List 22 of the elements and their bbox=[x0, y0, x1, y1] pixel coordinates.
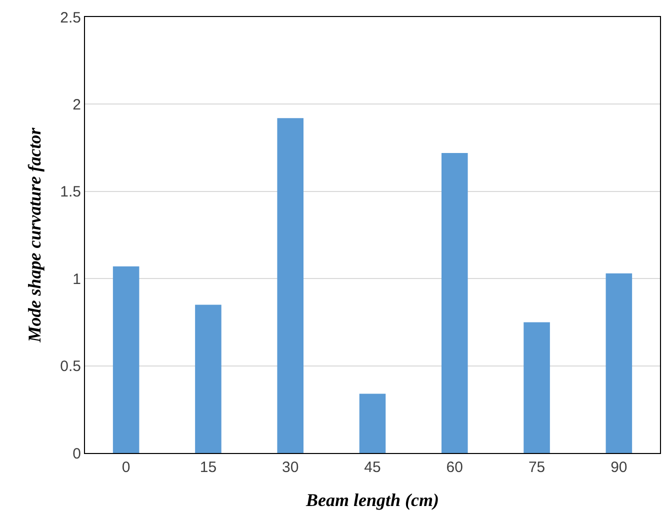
bar bbox=[359, 394, 386, 453]
y-tick-label: 1 bbox=[72, 270, 81, 288]
x-tick-label: 0 bbox=[122, 459, 130, 476]
x-tick-label: 75 bbox=[528, 459, 546, 476]
x-axis-title: Beam length (cm) bbox=[305, 490, 439, 510]
y-tick-label: 1.5 bbox=[60, 184, 81, 201]
y-tick-label: 2.5 bbox=[60, 9, 81, 26]
y-tick-label: 0.5 bbox=[60, 358, 81, 376]
y-tick-label: 0 bbox=[72, 445, 81, 462]
y-tick-label: 2 bbox=[72, 96, 81, 114]
bar bbox=[442, 153, 468, 453]
x-tick-label: 90 bbox=[610, 459, 628, 476]
x-tick-label: 60 bbox=[446, 459, 463, 476]
bar bbox=[277, 118, 304, 453]
bar bbox=[195, 304, 222, 453]
bar bbox=[112, 266, 140, 453]
x-tick-label: 15 bbox=[200, 459, 217, 476]
bar bbox=[606, 273, 632, 453]
y-axis-title: Mode shape curvature factor bbox=[24, 126, 44, 344]
x-tick-label: 45 bbox=[364, 459, 381, 476]
bar bbox=[524, 322, 550, 453]
x-tick-label: 30 bbox=[282, 459, 299, 476]
